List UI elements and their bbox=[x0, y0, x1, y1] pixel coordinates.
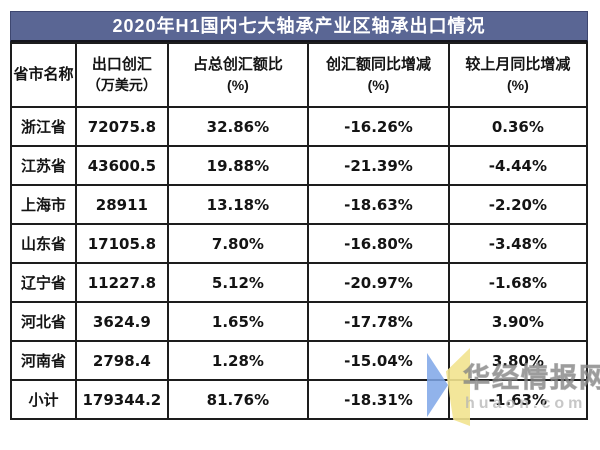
cell-share: 32.86% bbox=[166, 106, 310, 147]
cell-province: 小计 bbox=[9, 379, 78, 420]
cell-earnings: 11227.8 bbox=[75, 262, 169, 303]
header-share-of-total: 占总创汇额比 (%) bbox=[166, 42, 310, 108]
table-title: 2020年H1国内七大轴承产业区轴承出口情况 bbox=[10, 11, 588, 42]
cell-share: 13.18% bbox=[166, 184, 310, 225]
cell-earnings: 43600.5 bbox=[75, 145, 169, 186]
table-row-hebei: 河北省 3624.9 1.65% -17.78% 3.90% bbox=[9, 301, 589, 342]
cell-share: 1.28% bbox=[166, 340, 310, 381]
table-header-row: 省市名称 出口创汇 （万美元） 占总创汇额比 (%) 创汇额同比增减 (%) 较… bbox=[9, 42, 589, 108]
cell-share: 81.76% bbox=[166, 379, 310, 420]
export-table-figure: 2020年H1国内七大轴承产业区轴承出口情况 省市名称 出口创汇 （万美元） 占… bbox=[9, 11, 589, 420]
table-row-liaoning: 辽宁省 11227.8 5.12% -20.97% -1.68% bbox=[9, 262, 589, 303]
cell-province: 河北省 bbox=[9, 301, 78, 342]
cell-yoy: -20.97% bbox=[307, 262, 450, 303]
cell-yoy: -18.31% bbox=[307, 379, 450, 420]
cell-yoy: -15.04% bbox=[307, 340, 450, 381]
cell-share: 7.80% bbox=[166, 223, 310, 264]
cell-yoy: -17.78% bbox=[307, 301, 450, 342]
cell-earnings: 72075.8 bbox=[75, 106, 169, 147]
cell-mom: 3.80% bbox=[447, 340, 589, 381]
cell-mom: -2.20% bbox=[447, 184, 589, 225]
table-row-jiangsu: 江苏省 43600.5 19.88% -21.39% -4.44% bbox=[9, 145, 589, 186]
table-row-shandong: 山东省 17105.8 7.80% -16.80% -3.48% bbox=[9, 223, 589, 264]
cell-share: 1.65% bbox=[166, 301, 310, 342]
cell-share: 19.88% bbox=[166, 145, 310, 186]
table-row-subtotal: 小计 179344.2 81.76% -18.31% -1.63% bbox=[9, 379, 589, 420]
cell-earnings: 17105.8 bbox=[75, 223, 169, 264]
cell-mom: -1.68% bbox=[447, 262, 589, 303]
cell-earnings: 28911 bbox=[75, 184, 169, 225]
cell-mom: 3.90% bbox=[447, 301, 589, 342]
cell-province: 江苏省 bbox=[9, 145, 78, 186]
cell-mom: -1.63% bbox=[447, 379, 589, 420]
cell-province: 河南省 bbox=[9, 340, 78, 381]
cell-mom: -4.44% bbox=[447, 145, 589, 186]
cell-mom: -3.48% bbox=[447, 223, 589, 264]
cell-province: 辽宁省 bbox=[9, 262, 78, 303]
cell-yoy: -18.63% bbox=[307, 184, 450, 225]
table-row-henan: 河南省 2798.4 1.28% -15.04% 3.80% bbox=[9, 340, 589, 381]
header-yoy-change: 创汇额同比增减 (%) bbox=[307, 42, 450, 108]
cell-province: 浙江省 bbox=[9, 106, 78, 147]
cell-yoy: -21.39% bbox=[307, 145, 450, 186]
cell-province: 山东省 bbox=[9, 223, 78, 264]
cell-yoy: -16.80% bbox=[307, 223, 450, 264]
cell-yoy: -16.26% bbox=[307, 106, 450, 147]
cell-province: 上海市 bbox=[9, 184, 78, 225]
table-row-shanghai: 上海市 28911 13.18% -18.63% -2.20% bbox=[9, 184, 589, 225]
cell-earnings: 3624.9 bbox=[75, 301, 169, 342]
bearing-export-table: 省市名称 出口创汇 （万美元） 占总创汇额比 (%) 创汇额同比增减 (%) 较… bbox=[9, 42, 589, 420]
header-export-earnings: 出口创汇 （万美元） bbox=[75, 42, 169, 108]
cell-mom: 0.36% bbox=[447, 106, 589, 147]
table-row-zhejiang: 浙江省 72075.8 32.86% -16.26% 0.36% bbox=[9, 106, 589, 147]
header-vs-last-month: 较上月同比增减 (%) bbox=[447, 42, 589, 108]
cell-earnings: 2798.4 bbox=[75, 340, 169, 381]
cell-share: 5.12% bbox=[166, 262, 310, 303]
header-province: 省市名称 bbox=[9, 42, 78, 108]
cell-earnings: 179344.2 bbox=[75, 379, 169, 420]
